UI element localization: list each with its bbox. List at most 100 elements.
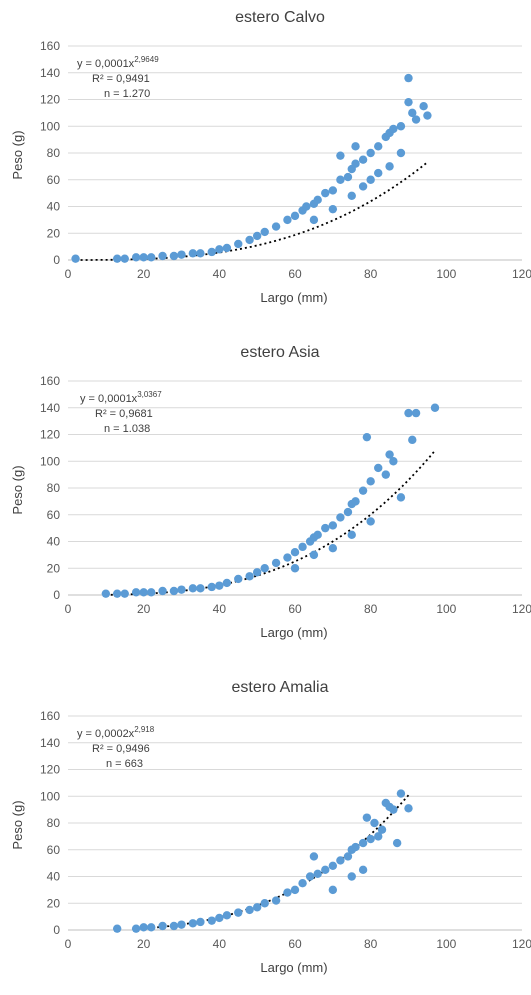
data-point bbox=[196, 249, 205, 258]
data-point bbox=[385, 162, 394, 171]
data-point bbox=[131, 924, 141, 933]
y-tick-label: 120 bbox=[40, 428, 60, 442]
data-point bbox=[374, 832, 383, 841]
data-point bbox=[188, 919, 198, 928]
y-tick-label: 100 bbox=[40, 454, 60, 468]
data-point bbox=[305, 872, 315, 881]
data-point bbox=[298, 542, 307, 552]
data-point bbox=[222, 911, 232, 920]
y-tick-label: 60 bbox=[47, 508, 61, 522]
data-point bbox=[147, 588, 156, 597]
x-tick-label: 60 bbox=[288, 602, 302, 616]
data-point bbox=[101, 589, 111, 598]
y-tick-label: 160 bbox=[40, 374, 60, 388]
equation-base: y = 0,0001x bbox=[77, 58, 135, 70]
x-tick-label: 120 bbox=[512, 602, 531, 616]
y-tick-label: 140 bbox=[40, 736, 60, 750]
chart-title: estero Calvo bbox=[235, 9, 325, 26]
data-point bbox=[358, 155, 368, 164]
y-tick-label: 20 bbox=[47, 561, 61, 575]
data-point bbox=[234, 239, 243, 249]
x-tick-label: 100 bbox=[436, 937, 456, 951]
data-point bbox=[245, 905, 254, 915]
y-tick-label: 160 bbox=[40, 709, 60, 723]
y-tick-label: 100 bbox=[40, 789, 60, 803]
x-tick-label: 60 bbox=[288, 937, 302, 951]
sample-size: n = 1.270 bbox=[104, 88, 150, 100]
equation-exponent: 3,0367 bbox=[137, 390, 162, 399]
y-tick-label: 40 bbox=[47, 870, 61, 884]
data-point bbox=[377, 825, 387, 834]
data-point bbox=[374, 463, 383, 473]
data-point bbox=[336, 856, 345, 865]
data-point bbox=[411, 408, 421, 418]
x-tick-label: 40 bbox=[213, 267, 227, 281]
data-point bbox=[260, 227, 269, 237]
y-tick-label: 40 bbox=[47, 200, 61, 214]
data-point bbox=[362, 432, 372, 442]
y-tick-label: 0 bbox=[53, 588, 60, 602]
data-point bbox=[139, 588, 148, 597]
data-point bbox=[404, 804, 413, 813]
data-point bbox=[222, 578, 232, 588]
y-axis-label: Peso (g) bbox=[10, 130, 25, 179]
data-point bbox=[366, 834, 375, 844]
data-point bbox=[158, 586, 167, 596]
data-point bbox=[366, 517, 375, 526]
x-tick-label: 40 bbox=[213, 602, 227, 616]
x-tick-label: 100 bbox=[436, 267, 456, 281]
y-tick-label: 40 bbox=[47, 535, 61, 549]
data-point bbox=[271, 222, 281, 231]
data-point bbox=[215, 581, 224, 590]
y-tick-label: 80 bbox=[47, 146, 61, 160]
trendline-annotation: y = 0,0001x2,9649 R² = 0,9491 n = 1.270 bbox=[77, 55, 159, 100]
data-point bbox=[169, 586, 179, 596]
chart-panel-asia: estero Asia 0 20 40 60 80 100 120 0 20 40 60 80 100… bbox=[0, 335, 531, 655]
data-point bbox=[321, 523, 330, 533]
equation-exponent: 2,918 bbox=[134, 725, 155, 734]
data-point bbox=[336, 513, 345, 522]
y-tick-label: 60 bbox=[47, 173, 61, 187]
data-point bbox=[234, 908, 243, 917]
y-axis-label: Peso (g) bbox=[10, 465, 25, 514]
data-point bbox=[313, 530, 322, 540]
data-point bbox=[120, 589, 129, 598]
data-point bbox=[131, 588, 141, 597]
x-axis-label: Largo (mm) bbox=[260, 960, 327, 975]
data-point bbox=[147, 253, 156, 262]
trendline bbox=[75, 161, 428, 261]
data-point bbox=[309, 550, 319, 560]
data-point bbox=[188, 584, 198, 593]
data-point bbox=[336, 175, 345, 184]
y-axis-label: Peso (g) bbox=[10, 800, 25, 849]
data-point bbox=[404, 408, 413, 418]
equation-base: y = 0,0002x bbox=[77, 728, 135, 740]
x-tick-label: 60 bbox=[288, 267, 302, 281]
data-point bbox=[207, 916, 216, 925]
y-tick-label: 120 bbox=[40, 763, 60, 777]
x-tick-label: 120 bbox=[512, 267, 531, 281]
data-point bbox=[177, 585, 186, 594]
data-point bbox=[298, 878, 307, 888]
data-point bbox=[271, 896, 281, 905]
y-tick-label: 0 bbox=[53, 253, 60, 267]
data-point bbox=[139, 253, 148, 262]
sample-size: n = 663 bbox=[106, 758, 143, 770]
data-point bbox=[169, 251, 179, 261]
data-point bbox=[343, 507, 353, 517]
x-tick-label: 0 bbox=[65, 937, 72, 951]
data-point bbox=[290, 885, 300, 895]
x-tick-label: 80 bbox=[364, 937, 378, 951]
data-point bbox=[112, 254, 122, 263]
x-tick-label: 80 bbox=[364, 267, 378, 281]
data-point bbox=[252, 568, 262, 577]
data-point bbox=[283, 888, 292, 897]
data-point bbox=[177, 250, 186, 259]
data-point bbox=[389, 805, 398, 814]
data-point bbox=[411, 115, 421, 124]
data-point bbox=[430, 403, 440, 412]
equation-base: y = 0,0001x bbox=[80, 393, 138, 405]
scatter-chart-asia: estero Asia 0 20 40 60 80 100 120 0 20 40 60 80 100… bbox=[10, 344, 531, 640]
data-point bbox=[347, 872, 356, 881]
data-point bbox=[374, 168, 383, 178]
